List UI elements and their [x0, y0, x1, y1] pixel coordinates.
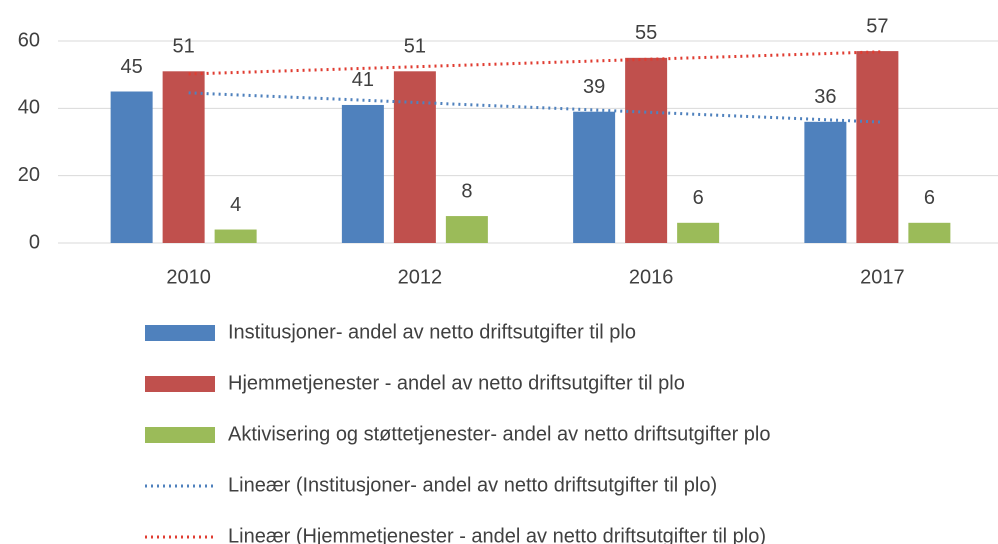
y-tick-label: 20 [18, 164, 40, 186]
data-label: 51 [404, 36, 426, 58]
bar [677, 222, 720, 243]
legend-label: Aktivisering og støttetjenester- andel a… [228, 423, 771, 445]
trend-line [188, 91, 883, 124]
bar [804, 121, 847, 243]
bar [341, 104, 384, 243]
data-label: 39 [583, 76, 605, 98]
y-tick-label: 40 [18, 97, 40, 119]
bar [393, 71, 436, 243]
legend-label: Institusjoner- andel av netto driftsutgi… [228, 321, 636, 343]
x-tick-label: 2010 [166, 266, 211, 288]
data-label: 6 [693, 187, 704, 209]
bar [110, 91, 153, 243]
data-label: 6 [924, 187, 935, 209]
x-tick-label: 2016 [629, 266, 674, 288]
data-label: 41 [352, 69, 374, 91]
bar [162, 71, 205, 243]
data-label: 36 [814, 86, 836, 108]
legend-swatch [145, 427, 215, 443]
bar [445, 216, 488, 243]
data-label: 4 [230, 194, 241, 216]
x-tick-label: 2017 [860, 266, 905, 288]
bar [214, 229, 257, 243]
legend-label: Hjemmetjenester - andel av netto driftsu… [228, 372, 685, 394]
bar [625, 57, 668, 244]
data-label: 57 [866, 15, 888, 37]
trend-line [188, 50, 883, 76]
data-label: 51 [173, 36, 195, 58]
legend-label: Lineær (Hjemmetjenester - andel av netto… [228, 525, 766, 544]
data-label: 45 [121, 56, 143, 78]
y-tick-label: 60 [18, 29, 40, 51]
bar [573, 111, 616, 243]
legend-label: Lineær (Institusjoner- andel av netto dr… [228, 474, 717, 496]
bar [908, 222, 951, 243]
data-label: 55 [635, 22, 657, 44]
x-tick-label: 2012 [398, 266, 443, 288]
data-label: 8 [461, 180, 472, 202]
bar [856, 51, 899, 243]
legend-swatch [145, 325, 215, 341]
y-tick-label: 0 [29, 231, 40, 253]
legend-swatch [145, 376, 215, 392]
